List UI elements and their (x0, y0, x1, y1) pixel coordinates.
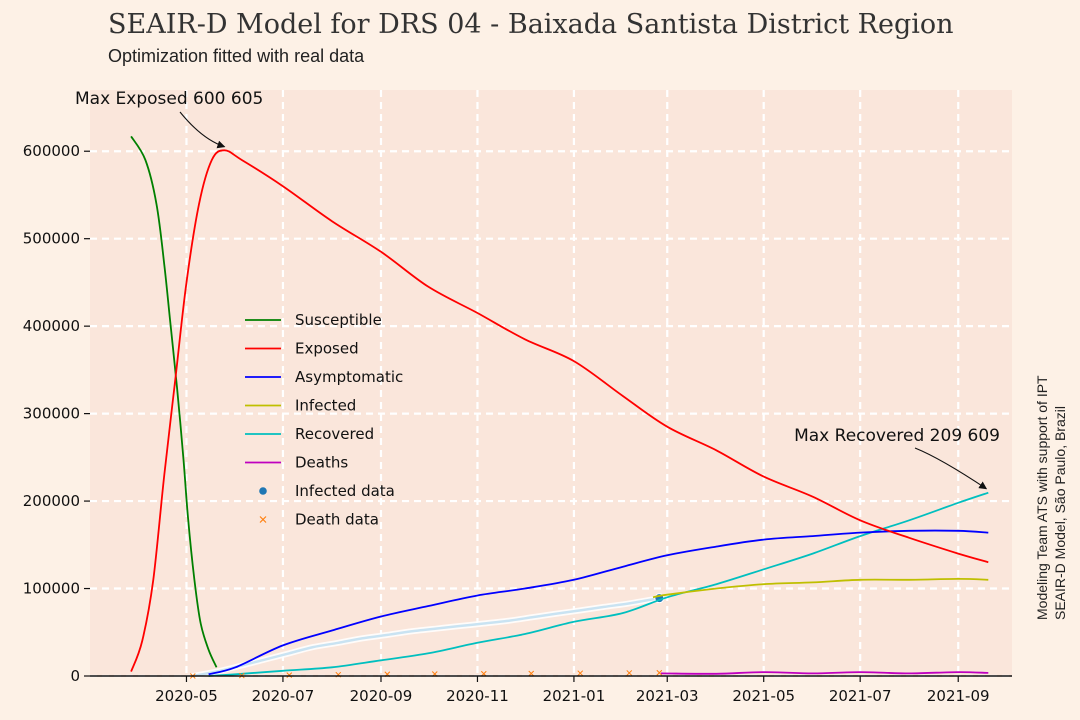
data-point (528, 670, 535, 677)
annotation-label: Max Recovered 209 609 (794, 426, 1000, 446)
data-point-band-inner (191, 596, 661, 678)
x-axis: 2020-05 2020-07 2020-09 2020-11 2021-01 2021-… (155, 676, 990, 705)
y-tick-label: 300000 (23, 405, 80, 423)
series-line-asymptomatic (208, 529, 989, 676)
series-line-recovered (208, 491, 989, 677)
side-note: Modeling Team ATS with support of IPT SE… (1034, 375, 1068, 620)
x-tick-label: 2020-09 (350, 687, 413, 705)
series-exposed (130, 149, 989, 672)
legend-label: Exposed (295, 340, 359, 358)
y-tick-label: 100000 (23, 580, 80, 598)
x-tick-label: 2021-07 (829, 687, 892, 705)
plot-area (90, 90, 1012, 676)
annotation-max-recovered: Max Recovered 209 609 (794, 426, 1000, 490)
x-tick-label: 2020-07 (252, 687, 315, 705)
legend-item-infected: Infected (245, 397, 356, 415)
x-tick-label: 2020-11 (446, 687, 509, 705)
series-infected (652, 578, 989, 599)
chart-title: SEAIR-D Model for DRS 04 - Baixada Santi… (108, 9, 954, 40)
legend-label: Susceptible (295, 311, 382, 329)
series-recovered (208, 491, 989, 677)
legend-label: Deaths (295, 454, 348, 472)
legend-item-recovered: Recovered (245, 425, 374, 443)
y-tick-label: 500000 (23, 230, 80, 248)
legend-item-death-data: Death data (259, 511, 379, 529)
x-tick-label: 2021-01 (543, 687, 606, 705)
series-line-exposed (130, 149, 989, 672)
x-tick-label: 2021-03 (636, 687, 699, 705)
annotation-arrow (914, 447, 988, 490)
legend-label: Asymptomatic (295, 368, 403, 386)
y-tick-label: 200000 (23, 492, 80, 510)
x-tick-label: 2020-05 (155, 687, 218, 705)
data-point (656, 669, 663, 676)
annotation-arrow (179, 111, 226, 149)
legend-item-deaths: Deaths (245, 454, 348, 472)
y-axis: 0 100000 200000 300000 400000 500000 600000 (23, 142, 90, 685)
legend-item-exposed: Exposed (245, 340, 359, 358)
y-tick-label: 0 (70, 667, 80, 685)
annotation-label: Max Exposed 600 605 (75, 89, 263, 109)
series-layer (130, 135, 989, 679)
y-tick-label: 600000 (23, 142, 80, 160)
legend: Susceptible Exposed Asymptomatic Infected Re… (245, 311, 403, 529)
legend-label: Recovered (295, 425, 374, 443)
y-tick-label: 400000 (23, 317, 80, 335)
legend-item-infected-data: Infected data (259, 482, 395, 500)
x-tick-label: 2021-09 (927, 687, 990, 705)
series-susceptible (130, 135, 218, 668)
legend-item-asymptomatic: Asymptomatic (245, 368, 403, 386)
series-deaths (660, 671, 989, 675)
x-tick-label: 2021-05 (732, 687, 795, 705)
legend-label: Infected (295, 397, 356, 415)
series-line-infected (652, 578, 989, 599)
data-point (626, 670, 633, 676)
grid (90, 90, 1012, 678)
legend-item-susceptible: Susceptible (245, 311, 382, 329)
series-asymptomatic (208, 529, 989, 676)
data-point (286, 672, 293, 678)
annotations: Max Exposed 600 605 Max Recovered 209 609 (75, 89, 1000, 490)
legend-label: Death data (295, 511, 379, 529)
legend-swatch (259, 487, 267, 495)
annotation-max-exposed: Max Exposed 600 605 (75, 89, 263, 149)
chart-subtitle: Optimization fitted with real data (108, 46, 365, 66)
series-line-susceptible (130, 135, 218, 668)
side-note-line-2: SEAIR-D Model, São Paulo, Brazil (1052, 406, 1068, 620)
series-line-deaths (660, 671, 989, 675)
side-note-line-1: Modeling Team ATS with support of IPT (1034, 375, 1050, 620)
legend-swatch (259, 516, 267, 523)
data-point (577, 670, 584, 677)
legend-label: Infected data (295, 482, 395, 500)
